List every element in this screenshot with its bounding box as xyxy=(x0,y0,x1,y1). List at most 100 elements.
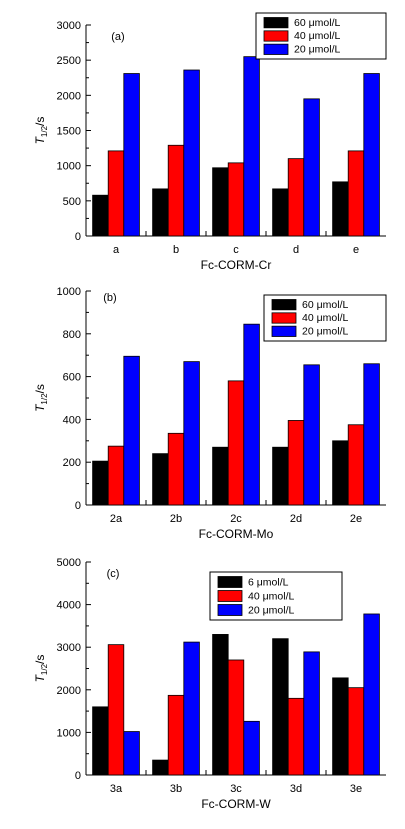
chart-panel-2: 0 200 400 600 800 1000 2a 2b 2c 2d 2e Fc-CORM-Mo T1/… xyxy=(33,286,387,541)
x-tick-label: 2e xyxy=(350,513,362,525)
bar-2e-series-1 xyxy=(332,440,349,506)
legend: 60 μmol/L40 μmol/L 20 μmol/L xyxy=(263,294,387,342)
y-tick-label: 3000 xyxy=(57,20,81,32)
y-tick-label: 1000 xyxy=(57,286,81,298)
legend-swatch xyxy=(217,590,243,602)
y-tick-label: 400 xyxy=(63,414,81,426)
x-axis-title: Fc-CORM-W xyxy=(201,797,271,811)
bar-c-series-1 xyxy=(212,167,229,237)
legend-swatch xyxy=(263,17,289,29)
bar-2d-series-2 xyxy=(287,420,305,506)
bar-3d-series-2 xyxy=(287,697,305,776)
y-tick-label: 800 xyxy=(63,329,81,341)
x-axis-title: Fc-CORM-Mo xyxy=(199,527,274,541)
panel-label: (b) xyxy=(103,292,116,304)
legend-swatch xyxy=(271,325,297,337)
bar-d-series-3 xyxy=(303,98,320,237)
y-tick-label: 200 xyxy=(63,457,81,469)
bar-d-series-1 xyxy=(272,188,289,237)
bar-3e-series-1 xyxy=(332,677,349,776)
x-tick-label: a xyxy=(113,244,120,256)
bar-2b-series-3 xyxy=(183,361,200,506)
x-axis-title: Fc-CORM-Cr xyxy=(201,258,272,272)
bar-3a-series-2 xyxy=(107,644,125,776)
panel-label: (c) xyxy=(107,568,120,580)
bar-2a-series-3 xyxy=(123,355,140,506)
bar-3b-series-2 xyxy=(167,694,185,776)
bar-a-series-2 xyxy=(107,150,125,237)
bar-a-series-1 xyxy=(92,194,109,237)
legend-swatch xyxy=(263,43,289,55)
legend-swatch xyxy=(217,576,243,588)
x-tick-label: 3c xyxy=(230,783,242,795)
bar-2e-series-2 xyxy=(347,424,365,506)
x-tick-label: 2d xyxy=(290,513,302,525)
y-tick-label: 1500 xyxy=(57,126,81,138)
y-axis-title: T1/2/s xyxy=(33,384,49,412)
bar-3c-series-3 xyxy=(243,720,260,776)
chart-panel-3: 0 1000 2000 3000 4000 5000 3a 3b 3c 3d 3e Fc-CORM-W… xyxy=(33,557,386,811)
y-tick-label: 500 xyxy=(63,196,81,208)
x-tick-label: d xyxy=(293,244,299,256)
bar-3e-series-2 xyxy=(347,687,365,776)
y-tick-label: 4000 xyxy=(57,600,81,612)
legend-label: 40 μmol/L xyxy=(248,591,294,603)
x-tick-label: b xyxy=(173,244,179,256)
bar-2c-series-2 xyxy=(227,380,245,506)
bar-3d-series-3 xyxy=(303,651,320,776)
legend-swatch xyxy=(271,299,297,311)
bar-2b-series-1 xyxy=(152,453,169,506)
y-tick-label: 600 xyxy=(63,372,81,384)
bar-3c-series-1 xyxy=(212,634,229,776)
x-tick-label: 2c xyxy=(230,513,242,525)
bar-c-series-3 xyxy=(243,56,260,237)
x-tick-label: e xyxy=(353,244,359,256)
x-tick-label: 3d xyxy=(290,783,302,795)
bar-c-series-2 xyxy=(227,162,245,237)
legend-label: 6 μmol/L xyxy=(248,577,289,589)
bar-e-series-1 xyxy=(332,181,349,237)
bar-3c-series-2 xyxy=(227,659,245,776)
legend-label: 20 μmol/L xyxy=(294,44,340,56)
y-tick-label: 0 xyxy=(75,231,81,243)
x-tick-label: c xyxy=(233,244,239,256)
bar-3b-series-3 xyxy=(183,641,200,776)
bar-2d-series-1 xyxy=(272,446,289,506)
bar-2c-series-1 xyxy=(212,446,229,506)
x-tick-label: 3a xyxy=(110,783,123,795)
bar-2a-series-1 xyxy=(92,460,109,506)
bar-a-series-3 xyxy=(123,73,140,237)
bar-3e-series-3 xyxy=(363,613,380,776)
legend-label: 40 μmol/L xyxy=(302,312,348,324)
y-axis-title: T1/2/s xyxy=(33,655,49,683)
x-tick-label: 3e xyxy=(350,783,362,795)
bar-2b-series-2 xyxy=(167,432,185,506)
legend-swatch xyxy=(271,312,297,324)
bar-2d-series-3 xyxy=(303,364,320,506)
bar-2a-series-2 xyxy=(107,445,125,506)
y-tick-label: 1000 xyxy=(57,727,81,739)
y-axis-title: T1/2/s xyxy=(33,117,49,145)
legend-label: 20 μmol/L xyxy=(302,326,348,338)
legend-label: 20 μmol/L xyxy=(248,605,294,617)
legend-swatch xyxy=(263,30,289,42)
y-tick-label: 0 xyxy=(75,500,81,512)
legend: 60 μmol/L40 μmol/L 20 μmol/L xyxy=(255,12,387,60)
chart-panel-1: 0 500 1000 1500 2000 2500 3000 a b c d e Fc-CORM-Cr T… xyxy=(33,12,387,272)
y-tick-label: 3000 xyxy=(57,642,81,654)
bar-e-series-3 xyxy=(363,73,380,237)
legend-label: 60 μmol/L xyxy=(294,17,340,29)
y-tick-label: 1000 xyxy=(57,161,81,173)
bar-b-series-1 xyxy=(152,188,169,237)
bar-3b-series-1 xyxy=(152,759,169,776)
legend-swatch xyxy=(217,604,243,616)
bar-3d-series-1 xyxy=(272,638,289,776)
bar-2e-series-3 xyxy=(363,363,380,506)
bar-b-series-3 xyxy=(183,69,200,237)
x-tick-label: 3b xyxy=(170,783,182,795)
y-tick-label: 2000 xyxy=(57,685,81,697)
bar-3a-series-3 xyxy=(123,731,140,776)
x-tick-label: 2a xyxy=(110,513,123,525)
bar-b-series-2 xyxy=(167,144,185,237)
y-tick-label: 0 xyxy=(75,770,81,782)
